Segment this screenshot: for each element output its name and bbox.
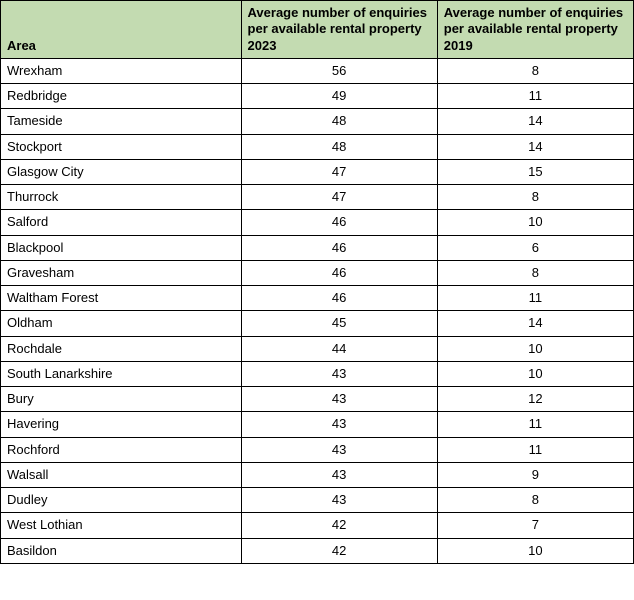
cell-area: Salford [1,210,242,235]
table-header: Area Average number of enquiries per ava… [1,1,634,59]
cell-area: Stockport [1,134,242,159]
table-row: Rochford4311 [1,437,634,462]
table-row: Redbridge4911 [1,84,634,109]
cell-area: Tameside [1,109,242,134]
cell-2023: 42 [241,513,437,538]
cell-area: Wrexham [1,58,242,83]
table-row: Dudley438 [1,488,634,513]
cell-2019: 11 [437,286,633,311]
cell-2023: 45 [241,311,437,336]
cell-area: Rochdale [1,336,242,361]
cell-2019: 10 [437,336,633,361]
table-row: Oldham4514 [1,311,634,336]
table-row: Glasgow City4715 [1,159,634,184]
cell-2019: 6 [437,235,633,260]
table-row: Havering4311 [1,412,634,437]
cell-2019: 14 [437,134,633,159]
cell-2019: 11 [437,437,633,462]
cell-2023: 43 [241,361,437,386]
cell-area: Havering [1,412,242,437]
cell-2023: 47 [241,185,437,210]
cell-2023: 43 [241,387,437,412]
cell-2023: 43 [241,437,437,462]
cell-2023: 48 [241,109,437,134]
cell-2023: 43 [241,462,437,487]
table-row: Rochdale4410 [1,336,634,361]
cell-2023: 49 [241,84,437,109]
table-row: South Lanarkshire4310 [1,361,634,386]
col-header-2019: Average number of enquiries per availabl… [437,1,633,59]
table-row: West Lothian427 [1,513,634,538]
cell-2023: 46 [241,286,437,311]
cell-2023: 47 [241,159,437,184]
cell-area: Gravesham [1,260,242,285]
cell-area: South Lanarkshire [1,361,242,386]
cell-area: Redbridge [1,84,242,109]
table-row: Tameside4814 [1,109,634,134]
table-row: Basildon4210 [1,538,634,563]
cell-2019: 10 [437,538,633,563]
table-row: Wrexham568 [1,58,634,83]
cell-2023: 46 [241,260,437,285]
cell-area: Waltham Forest [1,286,242,311]
cell-2019: 11 [437,412,633,437]
cell-2019: 8 [437,58,633,83]
cell-2023: 46 [241,210,437,235]
table-row: Salford4610 [1,210,634,235]
cell-2019: 8 [437,488,633,513]
table-row: Blackpool466 [1,235,634,260]
cell-2019: 12 [437,387,633,412]
table-row: Stockport4814 [1,134,634,159]
cell-2023: 56 [241,58,437,83]
table-row: Waltham Forest4611 [1,286,634,311]
cell-area: Thurrock [1,185,242,210]
cell-area: Blackpool [1,235,242,260]
table-row: Bury4312 [1,387,634,412]
cell-area: Bury [1,387,242,412]
cell-2023: 44 [241,336,437,361]
enquiries-table-container: Area Average number of enquiries per ava… [0,0,634,564]
cell-2023: 43 [241,488,437,513]
cell-2023: 43 [241,412,437,437]
enquiries-table: Area Average number of enquiries per ava… [0,0,634,564]
cell-2023: 46 [241,235,437,260]
cell-2023: 48 [241,134,437,159]
cell-area: Basildon [1,538,242,563]
cell-2019: 14 [437,311,633,336]
cell-area: Rochford [1,437,242,462]
cell-2019: 15 [437,159,633,184]
cell-area: West Lothian [1,513,242,538]
table-body: Wrexham568Redbridge4911Tameside4814Stock… [1,58,634,563]
cell-area: Walsall [1,462,242,487]
cell-area: Glasgow City [1,159,242,184]
col-header-2023: Average number of enquiries per availabl… [241,1,437,59]
cell-2019: 7 [437,513,633,538]
table-row: Walsall439 [1,462,634,487]
cell-2019: 9 [437,462,633,487]
col-header-area: Area [1,1,242,59]
cell-2019: 8 [437,185,633,210]
table-row: Thurrock478 [1,185,634,210]
cell-2019: 11 [437,84,633,109]
cell-2019: 14 [437,109,633,134]
cell-2023: 42 [241,538,437,563]
cell-area: Dudley [1,488,242,513]
cell-2019: 8 [437,260,633,285]
cell-area: Oldham [1,311,242,336]
table-row: Gravesham468 [1,260,634,285]
cell-2019: 10 [437,210,633,235]
cell-2019: 10 [437,361,633,386]
